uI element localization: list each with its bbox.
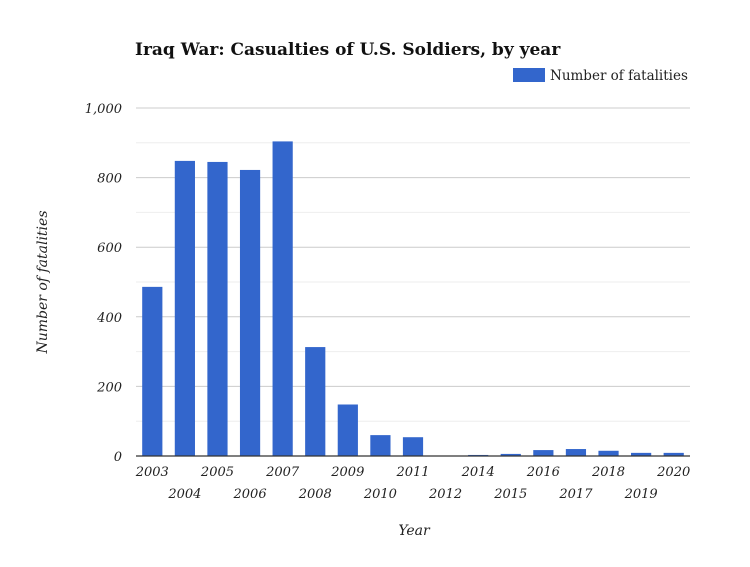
y-tick-label: 200 <box>96 380 122 395</box>
legend-swatch <box>513 68 545 82</box>
bar-2017 <box>565 449 587 456</box>
bar-2004 <box>174 160 195 456</box>
x-tick-label: 2012 <box>428 487 462 502</box>
x-axis-label: Year <box>398 523 431 539</box>
y-tick-label: 600 <box>97 241 122 256</box>
bar-2008 <box>305 347 326 456</box>
bar-2005 <box>207 161 228 456</box>
x-tick-label: 2016 <box>526 465 560 480</box>
y-axis-label: Number of fatalities <box>35 210 51 354</box>
x-tick-label: 2006 <box>233 487 267 502</box>
y-tick-label: 1,000 <box>85 102 122 117</box>
x-tick-label: 2010 <box>363 487 397 502</box>
y-tick-label: 800 <box>97 172 122 187</box>
bar-2020 <box>663 452 684 456</box>
bar-2006 <box>239 169 261 456</box>
x-tick-label: 2007 <box>265 465 300 480</box>
x-tick-label: 2019 <box>624 487 658 502</box>
x-tick-label: 2009 <box>330 465 364 480</box>
bar-2018 <box>598 450 619 456</box>
x-tick-label: 2018 <box>591 465 625 480</box>
x-tick-label: 2014 <box>461 465 495 480</box>
bar-2019 <box>631 452 652 456</box>
bar-2010 <box>370 435 391 456</box>
bar-2003 <box>142 286 163 456</box>
chart-title: Iraq War: Casualties of U.S. Soldiers, b… <box>135 40 561 60</box>
x-tick-label: 2017 <box>558 487 593 502</box>
bar-2011 <box>402 437 424 456</box>
legend-label: Number of fatalities <box>550 68 688 84</box>
x-tick-label: 2020 <box>656 465 690 480</box>
x-tick-label: 2005 <box>200 465 234 480</box>
x-tick-label: 2004 <box>167 487 201 502</box>
x-tick-label: 2015 <box>493 487 527 502</box>
bar-2015 <box>500 453 521 456</box>
y-tick-label: 400 <box>96 311 122 326</box>
bar-2016 <box>533 450 554 456</box>
x-tick-label: 2011 <box>395 465 429 480</box>
bar-2007 <box>272 141 293 456</box>
x-tick-label: 2008 <box>298 487 332 502</box>
bar-2009 <box>337 404 358 456</box>
x-tick-label: 2003 <box>135 465 169 480</box>
y-tick-label: 0 <box>114 450 122 465</box>
